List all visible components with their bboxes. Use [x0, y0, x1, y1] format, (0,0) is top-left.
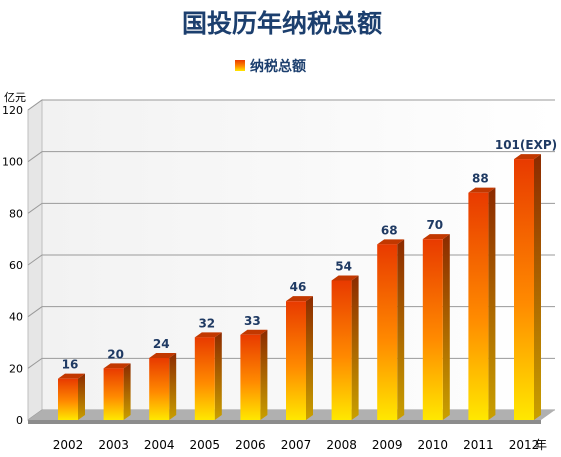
x-tick-label: 2006	[235, 438, 266, 452]
bar	[194, 332, 222, 420]
data-label: 46	[290, 280, 307, 294]
bars	[58, 154, 541, 421]
bar-front	[240, 334, 261, 420]
bar-side	[214, 332, 222, 420]
x-tick-label: 2009	[372, 438, 403, 452]
bar-top	[422, 234, 450, 240]
gridline	[27, 151, 555, 163]
bar-side	[488, 187, 496, 420]
bar-front	[286, 301, 306, 420]
x-tick-label: 2004	[144, 438, 175, 452]
bar	[103, 363, 131, 420]
legend-swatch	[235, 60, 245, 71]
x-tick-label: 2002	[53, 438, 84, 452]
y-axis-ticks: 0 20 40 60 80 100 120	[2, 104, 23, 427]
x-tick-label: 2003	[98, 438, 129, 452]
bar-front	[103, 368, 124, 420]
data-label: 32	[198, 316, 215, 330]
x-tick-label: 2007	[281, 438, 312, 452]
y-tick-label: 20	[9, 362, 23, 375]
bar	[58, 373, 85, 420]
gridline	[27, 202, 555, 214]
bar-front	[377, 244, 398, 420]
bar-front	[58, 378, 78, 420]
bar-side	[169, 353, 177, 420]
bar	[286, 296, 313, 420]
chart-title: 国投历年纳税总额	[182, 9, 382, 38]
bar-side	[78, 373, 85, 420]
data-label: 101(EXP)	[495, 138, 557, 152]
bar-top	[514, 154, 541, 160]
x-tick-label: 2008	[326, 438, 357, 452]
bar-side	[306, 296, 313, 420]
bar-side	[351, 275, 359, 420]
data-labels: 16 20 24 32 33 46 54 68 70 88 101(EXP)	[62, 138, 557, 372]
data-label: 16	[62, 358, 79, 372]
data-label: 70	[426, 218, 443, 232]
bar-top	[331, 275, 359, 281]
bar-side	[442, 234, 450, 420]
bar	[149, 353, 177, 420]
bar-top	[103, 363, 131, 369]
y-tick-label: 120	[2, 104, 23, 117]
bar-front	[149, 358, 170, 420]
bar-front	[422, 239, 443, 420]
data-label: 20	[107, 347, 124, 361]
y-axis-unit: 亿元	[4, 91, 26, 104]
y-tick-label: 100	[2, 156, 23, 169]
bar	[331, 275, 359, 420]
x-tick-label: 2012	[509, 438, 540, 452]
x-tick-label: 2010	[418, 438, 449, 452]
bar-top	[286, 296, 313, 302]
bar-top	[149, 353, 177, 358]
legend: 纳税总额	[235, 58, 306, 75]
bar	[422, 234, 450, 420]
data-label: 33	[244, 314, 261, 328]
x-axis-unit: 年	[535, 438, 547, 452]
legend-label: 纳税总额	[250, 58, 306, 75]
bar-side	[260, 329, 268, 420]
bar-top	[377, 239, 405, 245]
x-tick-label: 2011	[463, 438, 494, 452]
x-axis-ticks: 2002 2003 2004 2005 2006 2007 2008 2009 2010 2011…	[53, 438, 540, 452]
y-tick-label: 80	[9, 207, 23, 220]
bar-front	[468, 192, 489, 420]
bar-top	[194, 332, 222, 338]
x-tick-label: 2005	[190, 438, 221, 452]
bar-top	[58, 373, 85, 379]
bar-front	[194, 337, 215, 420]
bar	[514, 154, 541, 421]
y-tick-label: 60	[9, 259, 23, 272]
bar	[468, 187, 496, 420]
bar-side	[123, 363, 131, 420]
bar-side	[534, 154, 541, 421]
data-label: 68	[381, 223, 398, 237]
data-label: 24	[153, 337, 170, 351]
bar	[377, 239, 405, 420]
bar-front	[514, 159, 534, 421]
gridline	[27, 99, 555, 111]
y-tick-label: 0	[16, 414, 23, 427]
bar-front	[331, 280, 352, 420]
bar-top	[468, 187, 496, 193]
floor-edge	[28, 420, 541, 424]
y-tick-label: 40	[9, 311, 23, 324]
bar-side	[397, 239, 405, 420]
bar-top	[240, 329, 268, 335]
data-label: 88	[472, 172, 489, 186]
bar	[240, 329, 268, 420]
data-label: 54	[335, 260, 352, 274]
